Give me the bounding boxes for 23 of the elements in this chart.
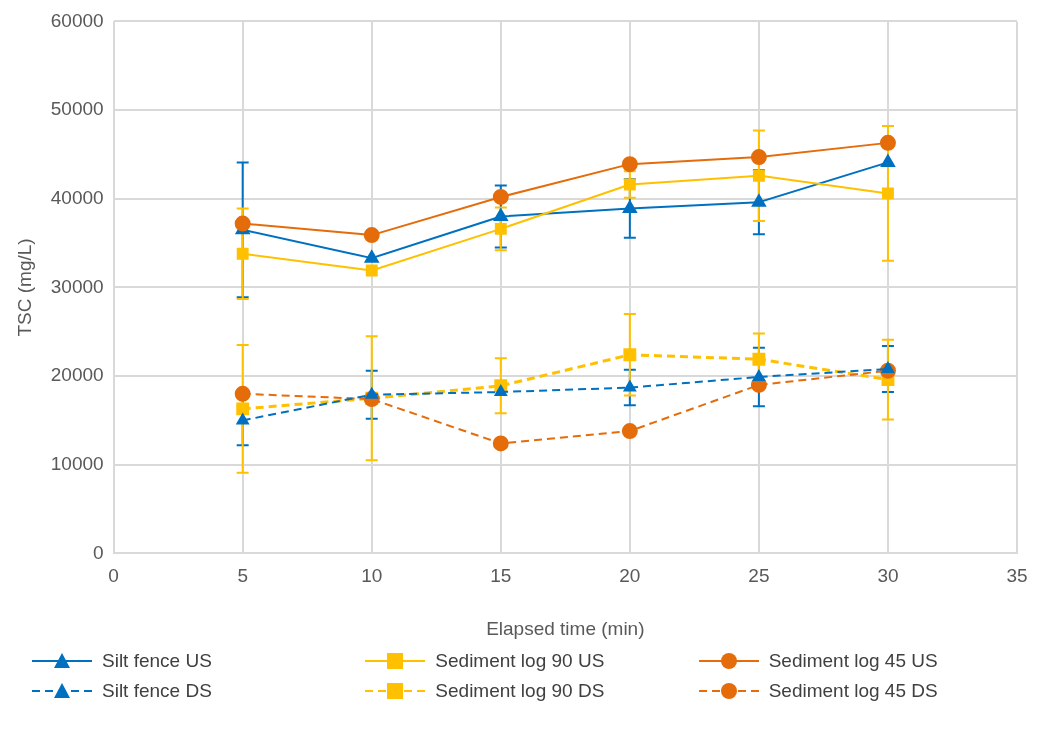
legend-label: Silt fence DS [102,680,212,702]
x-axis-title: Elapsed time (min) [486,617,645,639]
y-tick-label: 30000 [50,275,104,297]
x-tick-label: 35 [1006,565,1028,587]
legend-label: Sediment log 45 DS [768,680,938,702]
legend-label: Sediment log 90 DS [435,680,605,702]
y-tick-label: 40000 [50,186,104,208]
x-tick-label: 0 [108,565,119,587]
legend-label: Silt fence US [102,650,212,672]
y-tick-label: 50000 [50,98,104,120]
x-tick-label: 25 [748,565,770,587]
legend-label: Sediment log 45 US [768,650,938,672]
y-tick-label: 10000 [50,452,104,474]
y-tick-label: 0 [93,541,104,563]
y-tick-label: 20000 [50,364,104,386]
y-axis-title: TSC (mg/L) [13,238,35,337]
x-tick-label: 5 [237,565,248,587]
x-tick-label: 30 [877,565,899,587]
x-tick-label: 20 [619,565,641,587]
y-tick-label: 60000 [50,9,104,31]
x-tick-label: 15 [490,565,512,587]
legend-label: Sediment log 90 US [435,650,605,672]
x-tick-label: 10 [361,565,383,587]
